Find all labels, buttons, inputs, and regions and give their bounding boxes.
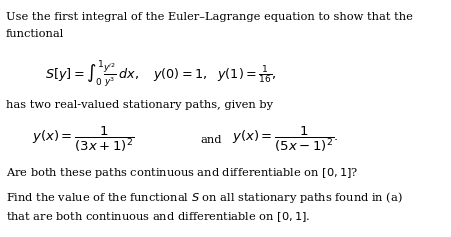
Text: $S[y] = \int_0^1 \frac{y'^2}{y^3}\,dx,\quad y(0) = 1,\ \ y(1) = \frac{1}{16},$: $S[y] = \int_0^1 \frac{y'^2}{y^3}\,dx,\q…: [45, 59, 276, 90]
Text: and: and: [201, 135, 222, 145]
Text: Use the first integral of the Euler–Lagrange equation to show that the: Use the first integral of the Euler–Lagr…: [6, 12, 413, 22]
Text: functional: functional: [6, 29, 64, 39]
Text: $y(x) = \dfrac{1}{(5x-1)^2}.$: $y(x) = \dfrac{1}{(5x-1)^2}.$: [232, 125, 339, 155]
Text: has two real-valued stationary paths, given by: has two real-valued stationary paths, gi…: [6, 100, 273, 110]
Text: Are both these paths continuous and differentiable on $[0, 1]$?: Are both these paths continuous and diff…: [6, 166, 358, 180]
Text: that are both continuous and differentiable on $[0, 1]$.: that are both continuous and differentia…: [6, 210, 310, 224]
Text: Find the value of the functional $S$ on all stationary paths found in (a): Find the value of the functional $S$ on …: [6, 190, 402, 205]
Text: $y(x) = \dfrac{1}{(3x+1)^2}$: $y(x) = \dfrac{1}{(3x+1)^2}$: [32, 125, 135, 155]
